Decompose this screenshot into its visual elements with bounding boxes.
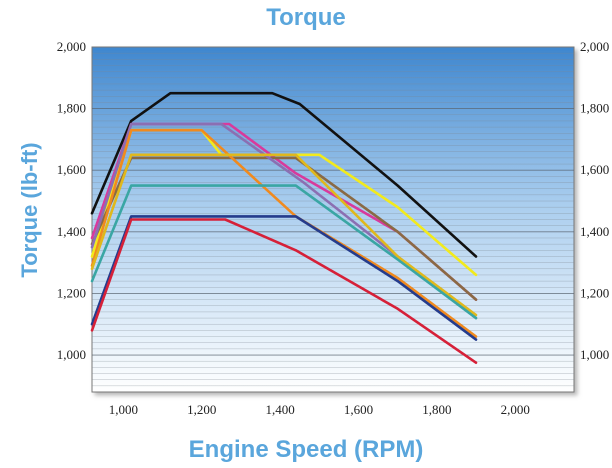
y-tick-label-right: 1,400 (580, 224, 609, 239)
series-line-6 (90, 128, 478, 338)
series-line-9 (90, 215, 478, 341)
x-tick-label: 2,000 (501, 402, 530, 417)
series-line-4 (90, 156, 478, 301)
series-line-8 (90, 184, 478, 320)
y-tick-label-right: 2,000 (580, 39, 609, 54)
chart-title: Torque (266, 4, 346, 31)
y-tick-label-right: 1,000 (580, 347, 609, 362)
y-tick-label-left: 1,200 (57, 285, 86, 300)
x-tick-label: 1,200 (187, 402, 216, 417)
series-line-7 (90, 153, 478, 317)
y-tick-label-left: 1,600 (57, 162, 86, 177)
x-tick-label: 1,000 (109, 402, 138, 417)
y-tick-label-right: 1,200 (580, 285, 609, 300)
y-tick-label-left: 1,000 (57, 347, 86, 362)
y-tick-label-left: 1,400 (57, 224, 86, 239)
x-axis-label: Engine Speed (RPM) (188, 436, 424, 463)
y-tick-label-right: 1,800 (580, 101, 609, 116)
y-tick-label-left: 1,800 (57, 101, 86, 116)
y-tick-label-left: 2,000 (57, 39, 86, 54)
series-line-1 (90, 91, 478, 258)
x-tick-label: 1,600 (344, 402, 373, 417)
x-tick-label: 1,800 (422, 402, 451, 417)
x-tick-label: 1,400 (265, 402, 294, 417)
y-tick-label-right: 1,600 (580, 162, 609, 177)
series-line-10 (90, 218, 478, 365)
